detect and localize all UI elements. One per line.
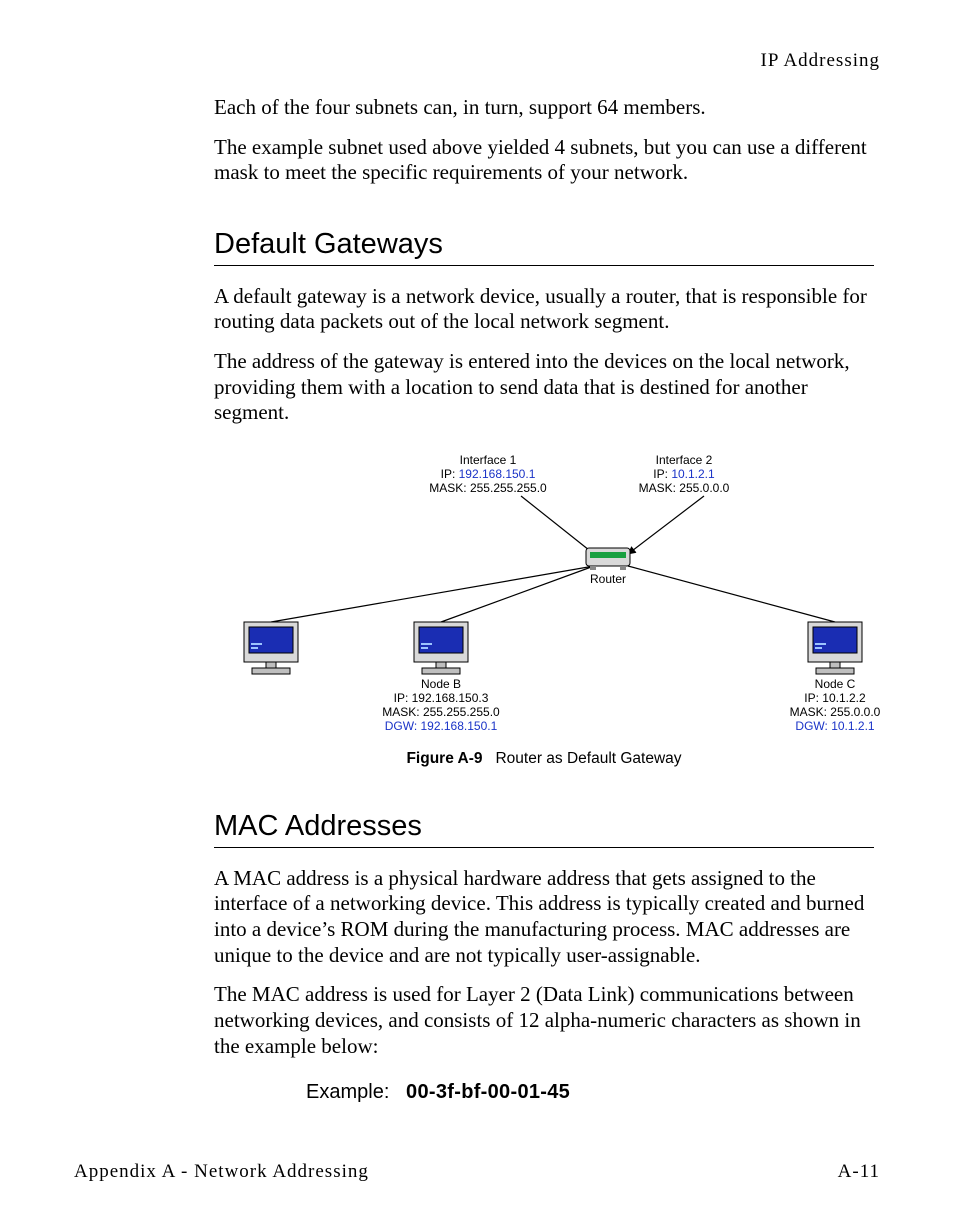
mac-addresses-paragraph-1: A MAC address is a physical hardware add…	[214, 866, 874, 968]
running-head: IP Addressing	[761, 50, 880, 72]
footer-left: Appendix A - Network Addressing	[74, 1161, 369, 1183]
svg-text:IP: 10.1.2.1: IP: 10.1.2.1	[653, 467, 715, 481]
section-heading-default-gateways: Default Gateways	[214, 228, 874, 266]
svg-text:MASK: 255.0.0.0: MASK: 255.0.0.0	[639, 481, 730, 495]
svg-text:MASK: 255.255.255.0: MASK: 255.255.255.0	[429, 481, 547, 495]
svg-text:Node B: Node B	[421, 677, 461, 691]
intro-paragraph-2: The example subnet used above yielded 4 …	[214, 135, 874, 186]
mac-example-label: Example:	[306, 1081, 389, 1103]
figure-caption-label: Figure A-9	[406, 750, 482, 767]
default-gateways-paragraph-1: A default gateway is a network device, u…	[214, 284, 874, 335]
figure-caption-text: Router as Default Gateway	[495, 750, 681, 767]
network-diagram-svg: RouterInterface 1IP: 192.168.150.1MASK: …	[214, 444, 878, 744]
svg-text:Interface 2: Interface 2	[656, 453, 713, 467]
footer-right: A-11	[838, 1161, 880, 1183]
body-column: Each of the four subnets can, in turn, s…	[214, 95, 874, 1104]
svg-text:Router: Router	[590, 572, 626, 586]
section-heading-mac-addresses: MAC Addresses	[214, 810, 874, 848]
svg-text:IP: 10.1.2.2: IP: 10.1.2.2	[804, 691, 866, 705]
svg-text:MASK: 255.0.0.0: MASK: 255.0.0.0	[790, 705, 881, 719]
mac-example-line: Example: 00-3f-bf-00-01-45	[306, 1081, 874, 1104]
svg-text:DGW: 192.168.150.1: DGW: 192.168.150.1	[385, 719, 498, 733]
svg-text:DGW: 10.1.2.1: DGW: 10.1.2.1	[795, 719, 874, 733]
svg-text:IP: 192.168.150.1: IP: 192.168.150.1	[441, 467, 536, 481]
figure-router-as-default-gateway: RouterInterface 1IP: 192.168.150.1MASK: …	[214, 444, 878, 744]
default-gateways-paragraph-2: The address of the gateway is entered in…	[214, 349, 874, 426]
mac-addresses-paragraph-2: The MAC address is used for Layer 2 (Dat…	[214, 982, 874, 1059]
svg-text:Node C: Node C	[815, 677, 856, 691]
mac-example-value: 00-3f-bf-00-01-45	[406, 1081, 570, 1103]
intro-paragraph-1: Each of the four subnets can, in turn, s…	[214, 95, 874, 121]
svg-text:Interface 1: Interface 1	[460, 453, 517, 467]
page: IP Addressing Each of the four subnets c…	[0, 0, 954, 1227]
page-footer: Appendix A - Network Addressing A-11	[74, 1161, 880, 1183]
svg-text:MASK: 255.255.255.0: MASK: 255.255.255.0	[382, 705, 500, 719]
figure-caption: Figure A-9 Router as Default Gateway	[214, 750, 874, 768]
svg-text:IP: 192.168.150.3: IP: 192.168.150.3	[394, 691, 489, 705]
